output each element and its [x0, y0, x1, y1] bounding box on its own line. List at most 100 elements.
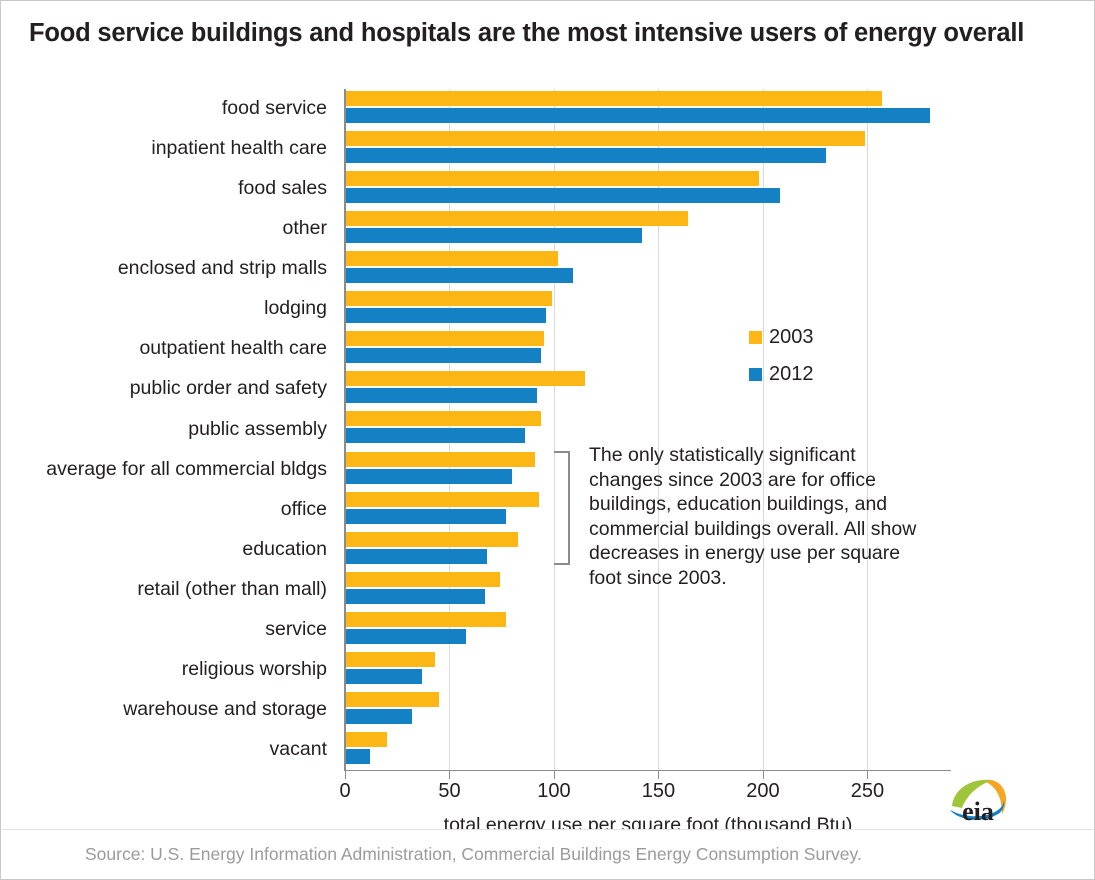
bar-2003	[345, 131, 866, 147]
y-axis-label: inpatient health care	[151, 137, 327, 160]
page-title: Food service buildings and hospitals are…	[29, 19, 1025, 47]
x-axis-line	[344, 769, 951, 771]
legend-item-2012: 2012	[749, 360, 814, 388]
bar-row	[345, 690, 951, 730]
bar-row	[345, 530, 951, 570]
bar-2003	[345, 531, 519, 547]
x-tick-100	[553, 770, 555, 779]
bar-row	[345, 730, 951, 770]
bar-2012	[345, 748, 371, 764]
bar-2003	[345, 451, 536, 467]
x-axis-ticks: 0 50 100 150 200 250	[339, 770, 951, 802]
x-tick-150	[658, 770, 660, 779]
y-axis-label: office	[280, 497, 327, 520]
bar-2012	[345, 148, 826, 164]
bar-row	[345, 329, 951, 369]
source-note: Source: U.S. Energy Information Administ…	[85, 844, 862, 864]
y-axis-label: lodging	[264, 297, 327, 320]
bar-2003	[345, 211, 688, 227]
bar-2012	[345, 308, 546, 324]
bar-2003	[345, 371, 586, 387]
x-tick-50	[449, 770, 451, 779]
bar-2012	[345, 508, 506, 524]
bar-2003	[345, 651, 435, 667]
bar-2003	[345, 731, 387, 747]
y-axis-line	[344, 89, 346, 770]
bar-2012	[345, 708, 412, 724]
bar-2012	[345, 388, 538, 404]
bar-row	[345, 369, 951, 409]
bar-2012	[345, 628, 467, 644]
plot-area	[344, 89, 951, 771]
eia-logo: eia	[950, 779, 1007, 824]
bar-2003	[345, 291, 552, 307]
bar-2003	[345, 91, 883, 106]
bar-row	[345, 610, 951, 650]
bar-row	[345, 289, 951, 329]
y-axis-label: retail (other than mall)	[137, 577, 327, 600]
x-tick-label-50: 50	[438, 780, 461, 802]
y-axis-label: warehouse and storage	[123, 697, 327, 720]
gridline-200	[762, 89, 764, 770]
y-axis-label: vacant	[269, 737, 327, 760]
y-axis-label: food sales	[238, 177, 327, 200]
legend: 2003 2012	[749, 323, 814, 397]
bar-row	[345, 169, 951, 209]
bar-row	[345, 650, 951, 690]
source-bar	[2, 829, 1093, 878]
legend-swatch-2012	[749, 367, 762, 381]
bar-row	[345, 89, 951, 129]
bar-row	[345, 129, 951, 169]
bar-2012	[345, 548, 488, 564]
y-axis-label: religious worship	[181, 657, 327, 680]
x-tick-250	[867, 770, 869, 779]
annotation-text: The only statistically significant chang…	[589, 444, 917, 589]
x-tick-label-0: 0	[339, 780, 351, 802]
bar-row	[345, 249, 951, 289]
legend-item-2003: 2003	[749, 323, 814, 351]
bar-2003	[345, 571, 500, 587]
bar-2012	[345, 588, 485, 604]
bar-row	[345, 209, 951, 249]
x-tick-label-250: 250	[850, 780, 885, 802]
svg-text:eia: eia	[962, 797, 994, 824]
bar-2003	[345, 331, 544, 347]
bar-2003	[345, 171, 759, 187]
bar-2012	[345, 108, 931, 123]
x-tick-label-200: 200	[746, 780, 780, 802]
y-axis-labels: food service inpatient health care food sa…	[1, 89, 337, 770]
x-tick-0	[345, 770, 346, 779]
bar-2012	[345, 188, 780, 204]
x-tick-label-100: 100	[537, 780, 571, 802]
bar-2003	[345, 251, 559, 267]
gridline-150	[658, 89, 660, 770]
y-axis-label: outpatient health care	[139, 337, 327, 360]
bar-row	[345, 490, 951, 530]
bar-2012	[345, 268, 573, 284]
bar-2012	[345, 468, 513, 484]
gridline-250	[867, 89, 869, 770]
y-axis-label: average for all commercial bldgs	[46, 457, 327, 480]
legend-label-2003: 2003	[769, 325, 814, 348]
legend-label-2012: 2012	[769, 362, 814, 385]
y-axis-label: public order and safety	[129, 377, 327, 400]
bar-2003	[345, 611, 506, 627]
bar-rows	[345, 89, 951, 770]
bar-2003	[345, 411, 542, 427]
bar-row	[345, 570, 951, 610]
y-axis-label: food service	[221, 97, 327, 120]
annotation-bracket	[554, 451, 570, 565]
y-axis-label: service	[265, 617, 327, 640]
x-tick-200	[762, 770, 764, 779]
legend-swatch-2003	[749, 330, 762, 344]
x-tick-label-150: 150	[641, 780, 676, 802]
y-axis-label: enclosed and strip malls	[117, 257, 327, 280]
bar-2003	[345, 691, 440, 707]
y-axis-label: public assembly	[188, 417, 327, 440]
bar-row	[345, 450, 951, 490]
bar-2012	[345, 428, 525, 444]
bar-2012	[345, 228, 642, 244]
y-axis-label: education	[242, 537, 327, 560]
y-axis-label: other	[282, 217, 327, 240]
